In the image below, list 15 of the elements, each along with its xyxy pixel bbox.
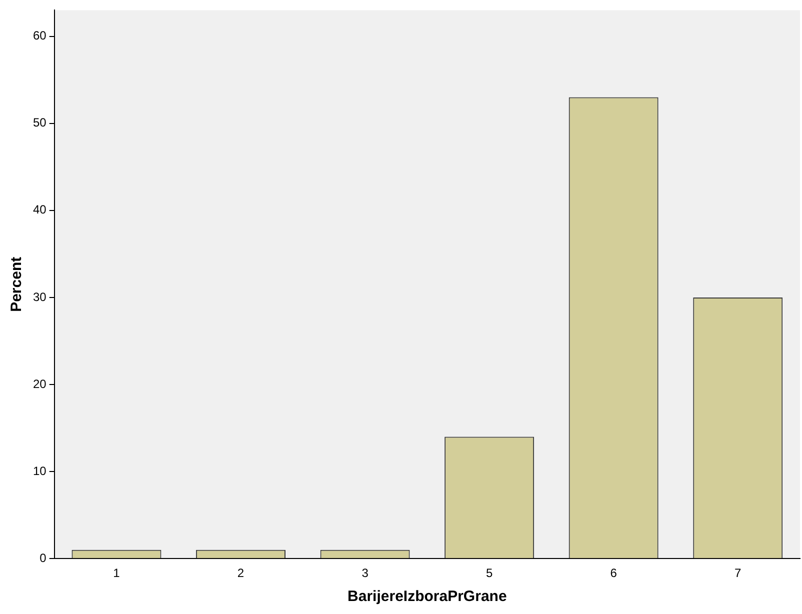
y-tick-label: 20: [32, 376, 47, 391]
x-tick-label: 2: [237, 566, 244, 580]
y-axis-title: Percent: [8, 256, 26, 312]
x-axis-title: BarijereIzboraPrGrane: [348, 588, 507, 606]
x-tick-label: 7: [734, 566, 742, 580]
y-tick-label: 40: [32, 202, 47, 217]
y-tick-label: 10: [32, 464, 47, 478]
y-tick-label: 50: [32, 116, 47, 130]
y-tick-label: 30: [32, 290, 47, 304]
y-tick-label: 0: [40, 550, 47, 565]
x-tick-label: 5: [486, 566, 493, 580]
x-tick-label: 3: [362, 566, 369, 580]
x-tick-label: 1: [113, 566, 120, 580]
y-tick-label: 60: [32, 28, 47, 43]
x-tick-label: 6: [610, 566, 618, 580]
